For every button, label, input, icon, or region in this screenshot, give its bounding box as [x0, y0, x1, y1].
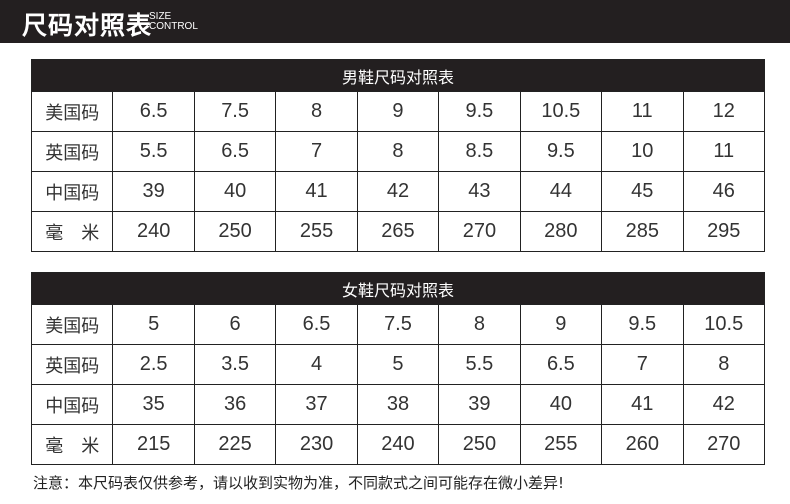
size-cell: 46 — [682, 171, 765, 212]
table-title: 男鞋尺码对照表 — [31, 59, 765, 92]
page-title: 尺码对照表 — [22, 11, 153, 40]
table-row: 毫 米 215 225 230 240 250 255 260 270 — [30, 424, 765, 465]
size-cell: 7.5 — [193, 91, 277, 132]
size-cell: 225 — [193, 424, 277, 465]
size-cell: 6 — [193, 304, 277, 345]
row-label: 毫 米 — [30, 424, 114, 465]
size-cell: 6.5 — [519, 344, 603, 385]
size-cell: 265 — [356, 211, 440, 252]
size-cell: 12 — [682, 91, 765, 132]
size-cell: 7 — [275, 131, 358, 172]
row-label: 毫 米 — [30, 211, 114, 252]
size-cell: 43 — [438, 171, 521, 212]
size-cell: 8 — [356, 131, 440, 172]
size-cell: 270 — [682, 424, 765, 465]
row-label: 英国码 — [30, 344, 114, 385]
size-cell: 8 — [682, 344, 765, 385]
header-bar: 尺码对照表 SIZE CONTROL — [0, 0, 790, 43]
size-cell: 9.5 — [519, 131, 603, 172]
size-cell: 7 — [601, 344, 684, 385]
size-cell: 11 — [601, 91, 684, 132]
size-cell: 5.5 — [438, 344, 521, 385]
table-row: 毫 米 240 250 255 265 270 280 285 295 — [30, 211, 765, 252]
size-cell: 41 — [275, 171, 358, 212]
size-cell: 240 — [112, 211, 195, 252]
table-row: 美国码 6.5 7.5 8 9 9.5 10.5 11 12 — [30, 91, 765, 132]
size-cell: 8 — [275, 91, 358, 132]
size-cell: 295 — [682, 211, 765, 252]
size-cell: 215 — [112, 424, 195, 465]
size-cell: 37 — [275, 384, 358, 425]
size-cell: 250 — [438, 424, 521, 465]
table-title: 女鞋尺码对照表 — [31, 272, 765, 305]
size-cell: 250 — [193, 211, 277, 252]
size-cell: 255 — [275, 211, 358, 252]
size-cell: 9 — [519, 304, 603, 345]
size-cell: 5.5 — [112, 131, 195, 172]
size-cell: 6.5 — [193, 131, 277, 172]
size-cell: 10 — [601, 131, 684, 172]
size-cell: 36 — [193, 384, 277, 425]
table-row: 中国码 35 36 37 38 39 40 41 42 — [30, 384, 765, 425]
size-cell: 9.5 — [438, 91, 521, 132]
size-cell: 9 — [356, 91, 440, 132]
size-cell: 8 — [438, 304, 521, 345]
size-cell: 38 — [356, 384, 440, 425]
men-size-table: 男鞋尺码对照表 美国码 6.5 7.5 8 9 9.5 10.5 11 12 英国码 5.5 6.5 7 8… — [30, 59, 765, 252]
size-cell: 10.5 — [682, 304, 765, 345]
size-cell: 2.5 — [112, 344, 195, 385]
size-cell: 260 — [601, 424, 684, 465]
size-cell: 280 — [519, 211, 603, 252]
women-size-table: 女鞋尺码对照表 美国码 5 6 6.5 7.5 8 9 9.5 10.5 英国码 2.5 3.5 4 5 5.… — [30, 272, 765, 465]
row-label: 美国码 — [30, 304, 114, 345]
page-subtitle: SIZE CONTROL — [149, 11, 198, 32]
size-cell: 40 — [193, 171, 277, 212]
size-cell: 6.5 — [275, 304, 358, 345]
size-cell: 6.5 — [112, 91, 195, 132]
table-row: 英国码 2.5 3.5 4 5 5.5 6.5 7 8 — [30, 344, 765, 385]
size-cell: 5 — [356, 344, 440, 385]
row-label: 中国码 — [30, 171, 114, 212]
table-row: 中国码 39 40 41 42 43 44 45 46 — [30, 171, 765, 212]
size-cell: 4 — [275, 344, 358, 385]
row-label: 英国码 — [30, 131, 114, 172]
size-cell: 11 — [682, 131, 765, 172]
size-cell: 8.5 — [438, 131, 521, 172]
size-cell: 40 — [519, 384, 603, 425]
size-cell: 42 — [356, 171, 440, 212]
size-cell: 44 — [519, 171, 603, 212]
size-cell: 230 — [275, 424, 358, 465]
size-cell: 41 — [601, 384, 684, 425]
size-cell: 45 — [601, 171, 684, 212]
size-cell: 39 — [438, 384, 521, 425]
table-row: 美国码 5 6 6.5 7.5 8 9 9.5 10.5 — [30, 304, 765, 345]
size-cell: 39 — [112, 171, 195, 212]
row-label: 美国码 — [30, 91, 114, 132]
table-row: 英国码 5.5 6.5 7 8 8.5 9.5 10 11 — [30, 131, 765, 172]
row-label: 中国码 — [30, 384, 114, 425]
size-cell: 285 — [601, 211, 684, 252]
size-cell: 270 — [438, 211, 521, 252]
size-cell: 35 — [112, 384, 195, 425]
size-cell: 255 — [519, 424, 603, 465]
size-cell: 9.5 — [601, 304, 684, 345]
size-cell: 7.5 — [356, 304, 440, 345]
size-cell: 240 — [356, 424, 440, 465]
size-cell: 3.5 — [193, 344, 277, 385]
size-cell: 5 — [112, 304, 195, 345]
disclaimer-note: 注意：本尺码表仅供参考，请以收到实物为准，不同款式之间可能存在微小差异! — [33, 474, 565, 492]
size-cell: 42 — [682, 384, 765, 425]
size-cell: 10.5 — [519, 91, 603, 132]
